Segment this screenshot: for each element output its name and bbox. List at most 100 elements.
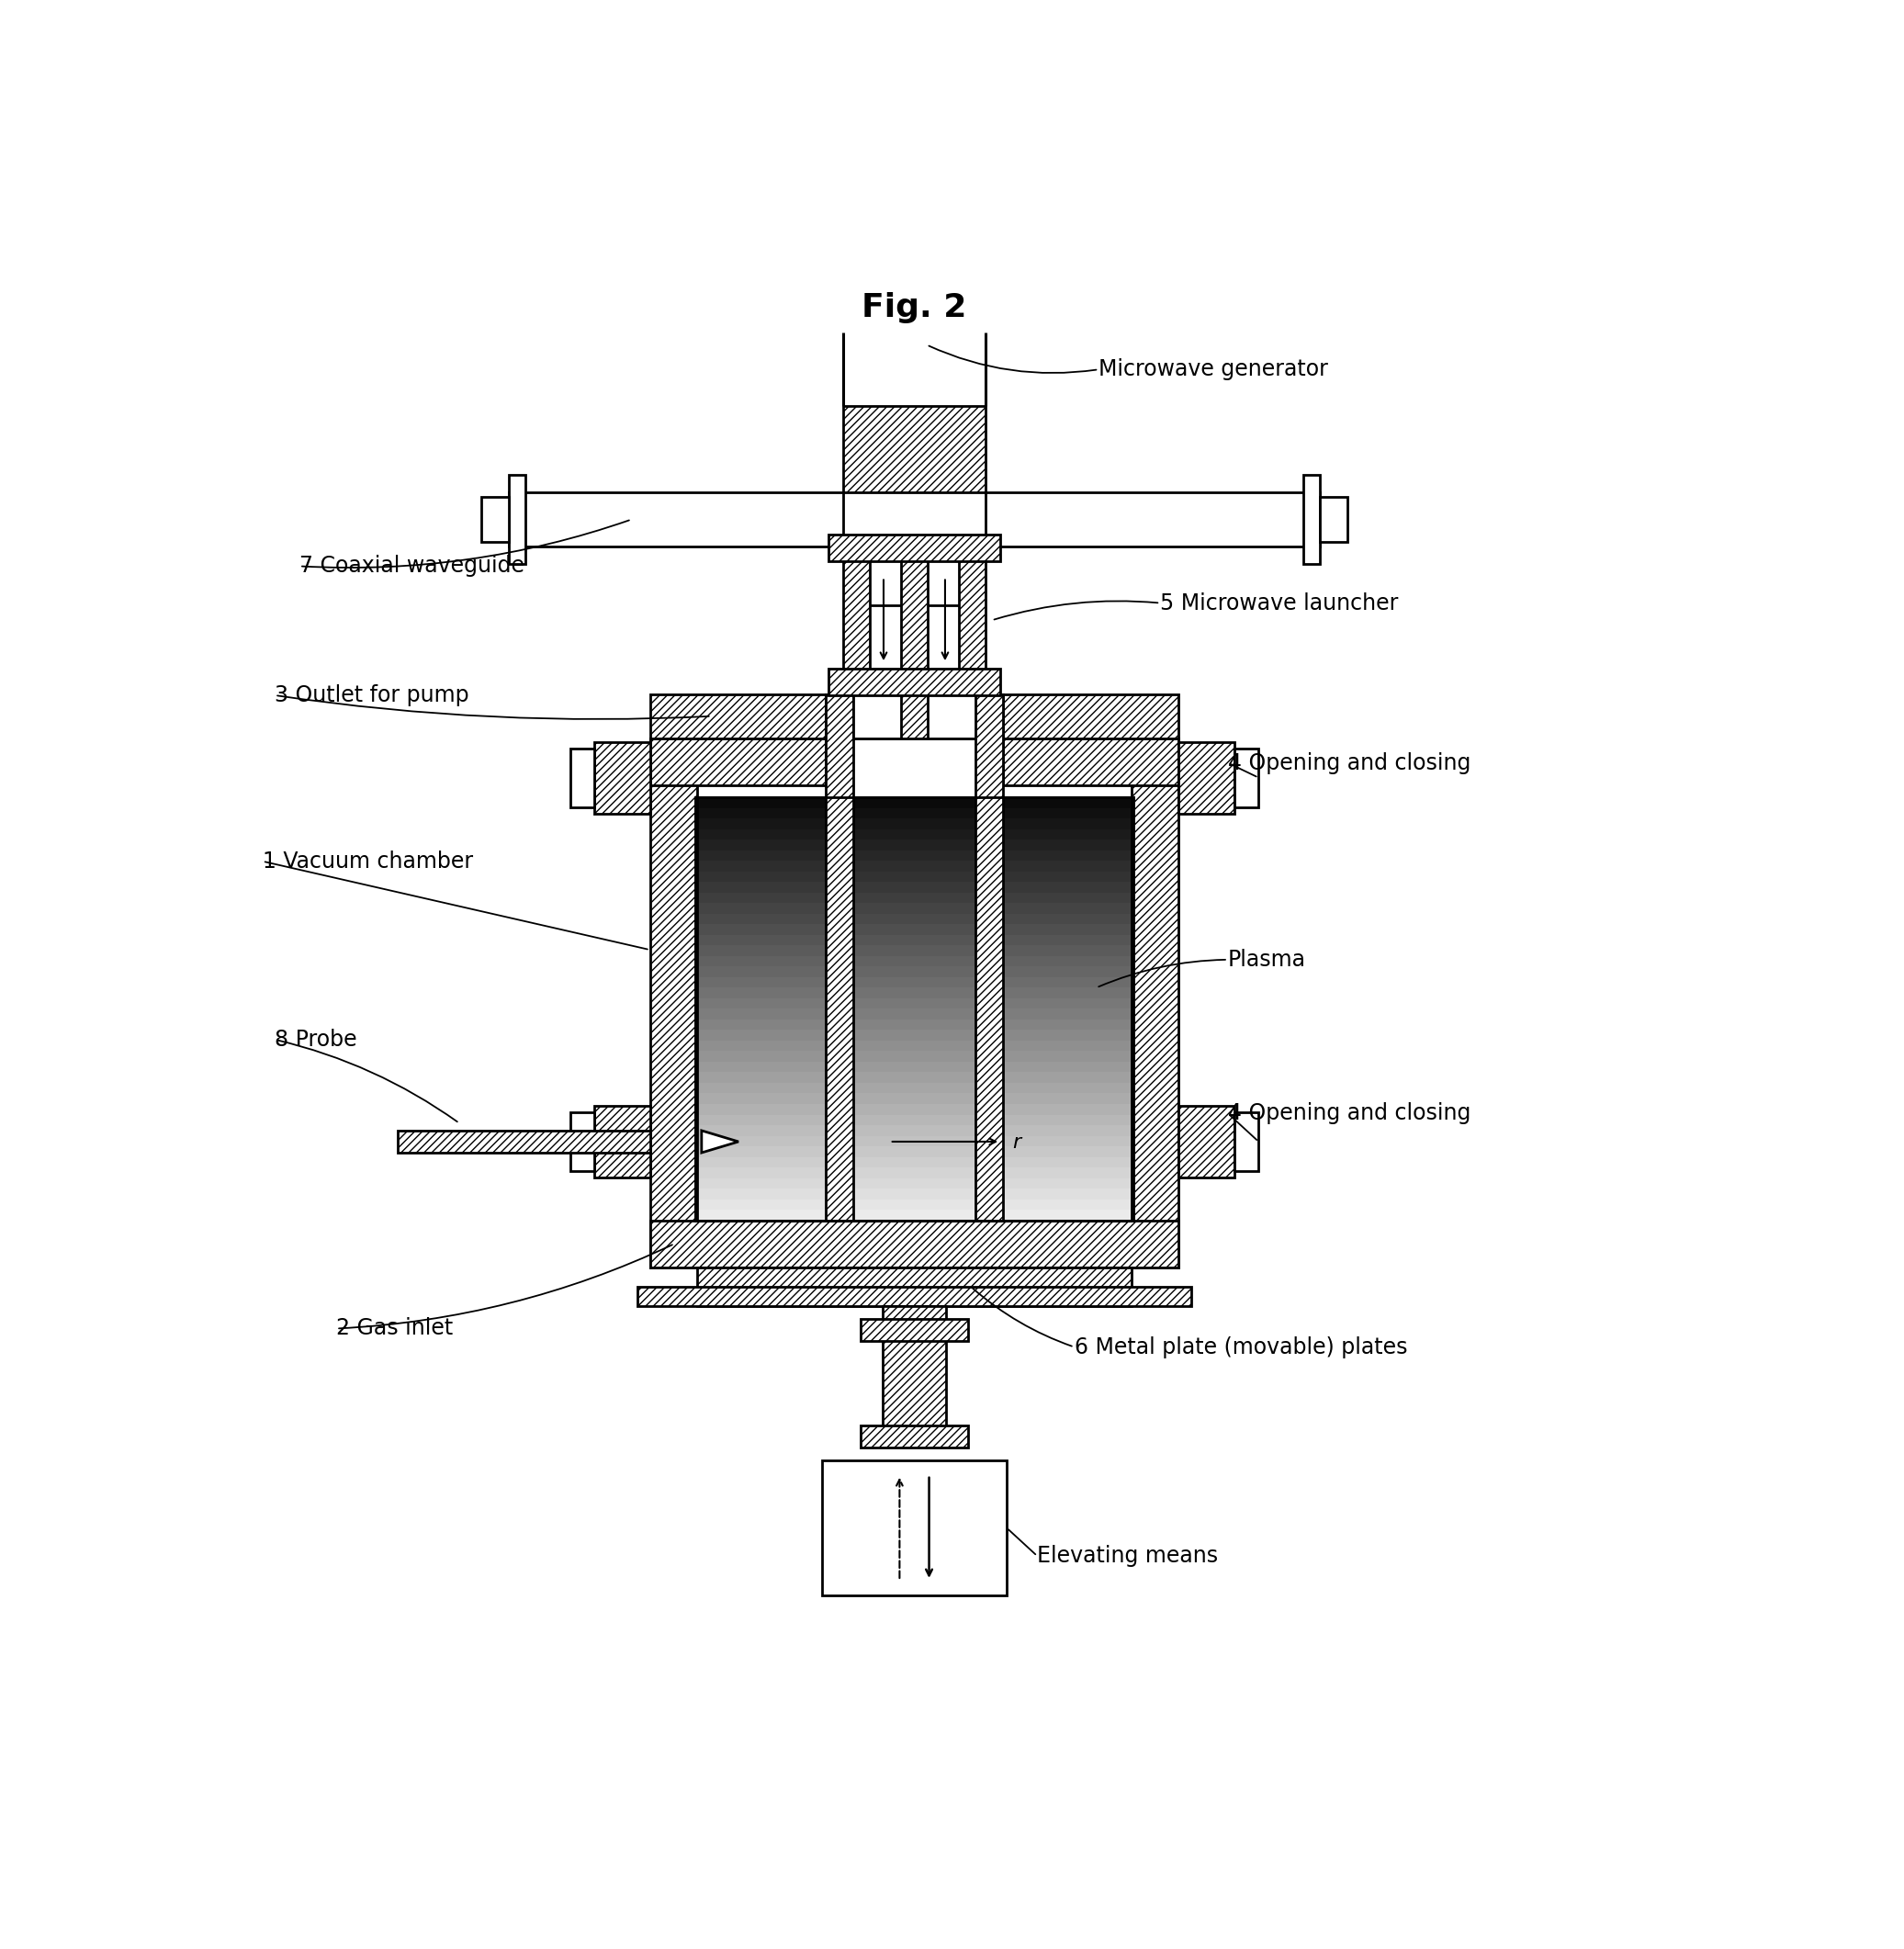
Bar bbox=[695, 1166, 1133, 1177]
Bar bbox=[697, 1267, 1133, 1306]
Text: Plasma: Plasma bbox=[1228, 949, 1306, 971]
Bar bbox=[695, 1029, 1133, 1041]
Bar bbox=[695, 838, 1133, 850]
Bar bbox=[695, 943, 1133, 955]
Text: 4 Opening and closing: 4 Opening and closing bbox=[1228, 752, 1470, 774]
Bar bbox=[695, 1177, 1133, 1189]
Text: 6 Metal plate (movable) plates: 6 Metal plate (movable) plates bbox=[1074, 1335, 1407, 1358]
Bar bbox=[695, 934, 1133, 945]
Bar bbox=[695, 1060, 1133, 1072]
Text: 8 Probe: 8 Probe bbox=[274, 1029, 358, 1051]
Bar bbox=[695, 1029, 1133, 1041]
Bar bbox=[695, 795, 1133, 809]
Text: r: r bbox=[1013, 1132, 1021, 1152]
Bar bbox=[695, 1091, 1133, 1103]
Bar bbox=[826, 694, 1003, 739]
Bar bbox=[695, 1051, 1133, 1062]
Bar bbox=[695, 1103, 1133, 1115]
Bar bbox=[695, 986, 1133, 998]
Bar bbox=[569, 1113, 594, 1171]
Bar bbox=[695, 955, 1133, 967]
Bar bbox=[695, 912, 1133, 924]
Bar bbox=[695, 881, 1133, 893]
Bar bbox=[695, 881, 1133, 893]
Bar bbox=[695, 1017, 1133, 1029]
Bar bbox=[1179, 1105, 1234, 1177]
Bar bbox=[882, 1306, 946, 1442]
Text: 5 Microwave launcher: 5 Microwave launcher bbox=[1160, 592, 1398, 614]
Bar bbox=[1234, 1113, 1259, 1171]
Bar bbox=[1302, 476, 1319, 563]
Bar bbox=[695, 1072, 1133, 1084]
Bar bbox=[1319, 497, 1348, 542]
Bar bbox=[695, 1177, 1133, 1189]
Bar bbox=[695, 1208, 1133, 1220]
Bar bbox=[695, 934, 1133, 945]
Bar bbox=[695, 807, 1133, 819]
Bar bbox=[649, 1220, 1179, 1267]
Bar bbox=[638, 1286, 1192, 1306]
Bar bbox=[695, 965, 1133, 976]
Bar bbox=[823, 1460, 1007, 1596]
Text: 7 Coaxial waveguide: 7 Coaxial waveguide bbox=[299, 555, 524, 577]
Bar bbox=[695, 869, 1133, 883]
Bar bbox=[695, 828, 1133, 840]
Bar bbox=[695, 1187, 1133, 1199]
Bar bbox=[695, 1051, 1133, 1062]
Bar bbox=[695, 1039, 1133, 1051]
Bar bbox=[695, 838, 1133, 850]
Bar bbox=[695, 850, 1133, 861]
Bar bbox=[695, 1082, 1133, 1093]
Bar bbox=[695, 1166, 1133, 1177]
Bar bbox=[695, 1017, 1133, 1029]
Bar bbox=[695, 1072, 1133, 1084]
Bar bbox=[695, 1156, 1133, 1167]
Bar bbox=[695, 1103, 1133, 1115]
Bar bbox=[695, 891, 1133, 902]
Bar bbox=[695, 902, 1133, 914]
Bar bbox=[695, 1008, 1133, 1019]
Bar bbox=[695, 797, 1133, 1220]
Bar bbox=[695, 924, 1133, 936]
Bar bbox=[1133, 739, 1179, 1267]
Bar bbox=[594, 1105, 649, 1177]
Text: 4 Opening and closing: 4 Opening and closing bbox=[1228, 1103, 1470, 1125]
Bar bbox=[695, 1146, 1133, 1158]
Bar bbox=[695, 998, 1133, 1010]
Bar bbox=[695, 869, 1133, 883]
Bar bbox=[861, 1319, 969, 1341]
Bar bbox=[695, 902, 1133, 914]
Text: 3 Outlet for pump: 3 Outlet for pump bbox=[274, 684, 468, 706]
Bar bbox=[695, 1125, 1133, 1136]
Bar bbox=[958, 546, 986, 694]
Bar bbox=[695, 1156, 1133, 1167]
Text: 1 Vacuum chamber: 1 Vacuum chamber bbox=[263, 850, 472, 873]
Bar bbox=[508, 493, 843, 546]
Bar bbox=[695, 807, 1133, 819]
Bar bbox=[695, 891, 1133, 902]
Bar bbox=[649, 739, 697, 1267]
Bar bbox=[826, 694, 853, 1220]
Bar bbox=[828, 669, 1000, 696]
Bar bbox=[695, 1146, 1133, 1158]
Bar bbox=[594, 743, 649, 813]
Bar bbox=[695, 828, 1133, 840]
Bar bbox=[695, 976, 1133, 988]
Bar bbox=[695, 797, 1133, 1220]
Bar bbox=[695, 976, 1133, 988]
Bar bbox=[569, 748, 594, 807]
Bar bbox=[695, 1134, 1133, 1146]
Bar bbox=[695, 817, 1133, 828]
Bar bbox=[828, 534, 1000, 561]
Bar bbox=[695, 1125, 1133, 1136]
Text: Microwave generator: Microwave generator bbox=[1099, 359, 1329, 380]
Bar bbox=[861, 1427, 969, 1448]
Bar bbox=[695, 1039, 1133, 1051]
Bar bbox=[695, 1113, 1133, 1125]
Bar bbox=[695, 986, 1133, 998]
Bar bbox=[695, 924, 1133, 936]
Bar bbox=[695, 850, 1133, 861]
Bar bbox=[695, 817, 1133, 828]
Bar bbox=[695, 1060, 1133, 1072]
Bar bbox=[482, 497, 508, 542]
